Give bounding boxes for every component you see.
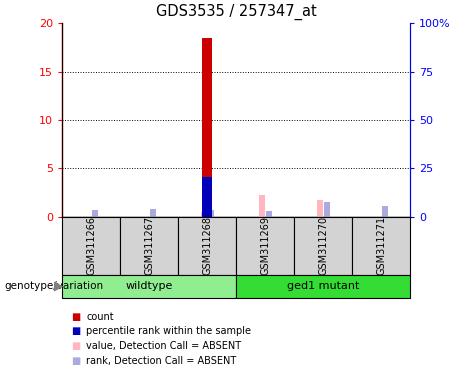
Text: GSM311270: GSM311270 xyxy=(318,216,328,275)
Bar xyxy=(120,217,178,275)
Text: count: count xyxy=(86,312,114,322)
Bar xyxy=(202,38,213,217)
Text: GSM311266: GSM311266 xyxy=(86,216,96,275)
Text: GSM311267: GSM311267 xyxy=(144,216,154,275)
Bar xyxy=(352,217,410,275)
Bar xyxy=(266,211,272,217)
Text: value, Detection Call = ABSENT: value, Detection Call = ABSENT xyxy=(86,341,241,351)
Text: ■: ■ xyxy=(71,312,81,322)
Text: GSM311268: GSM311268 xyxy=(202,216,212,275)
Text: ged1 mutant: ged1 mutant xyxy=(287,281,360,291)
Text: GSM311271: GSM311271 xyxy=(376,216,386,275)
Text: genotype/variation: genotype/variation xyxy=(5,281,104,291)
Bar xyxy=(294,217,352,275)
Text: ■: ■ xyxy=(71,356,81,366)
Bar xyxy=(62,217,120,275)
Text: percentile rank within the sample: percentile rank within the sample xyxy=(86,326,251,336)
Bar xyxy=(202,177,213,217)
Bar xyxy=(382,206,388,217)
Title: GDS3535 / 257347_at: GDS3535 / 257347_at xyxy=(156,4,317,20)
Bar xyxy=(324,202,330,217)
Text: rank, Detection Call = ABSENT: rank, Detection Call = ABSENT xyxy=(86,356,236,366)
Bar xyxy=(236,217,294,275)
Bar xyxy=(201,212,207,217)
Bar xyxy=(236,275,410,298)
Text: ▶: ▶ xyxy=(54,280,64,293)
Bar xyxy=(92,210,98,217)
Bar xyxy=(150,209,156,217)
Text: GSM311269: GSM311269 xyxy=(260,216,270,275)
Bar xyxy=(259,195,265,217)
Bar xyxy=(317,200,323,217)
Bar xyxy=(208,210,213,217)
Text: ■: ■ xyxy=(71,326,81,336)
Text: wildtype: wildtype xyxy=(125,281,173,291)
Text: ■: ■ xyxy=(71,341,81,351)
Bar xyxy=(62,275,236,298)
Bar xyxy=(178,217,236,275)
